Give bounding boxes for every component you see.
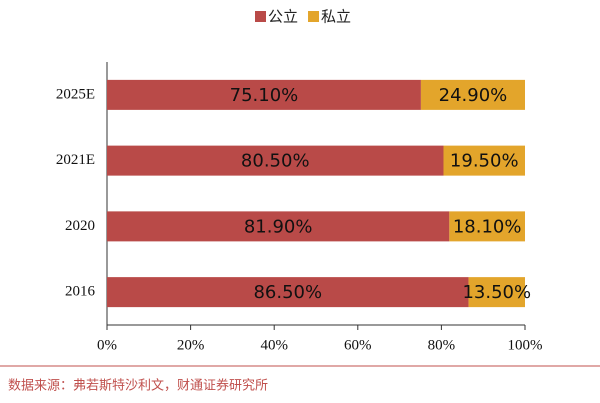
data-label: 86.50% <box>253 282 322 303</box>
data-label: 18.10% <box>453 216 522 237</box>
legend-swatch <box>308 11 320 22</box>
x-tick-label: 40% <box>260 337 288 353</box>
x-tick-label: 60% <box>344 337 372 353</box>
source: 数据来源：弗若斯特沙利文，财通证券研究所 <box>8 378 268 394</box>
x-tick-label: 0% <box>97 337 117 353</box>
x-tick-label: 20% <box>177 337 205 353</box>
x-tick-label: 80% <box>428 337 456 353</box>
data-label: 13.50% <box>462 282 531 303</box>
data-label: 19.50% <box>450 151 519 172</box>
y-tick-label: 2016 <box>65 284 96 300</box>
bar-segment <box>443 145 525 176</box>
y-tick-label: 2020 <box>65 218 95 234</box>
y-tick-label: 2025E <box>56 86 95 102</box>
bar-segment <box>107 211 450 242</box>
data-label: 75.10% <box>230 85 299 106</box>
bar-segment <box>107 277 469 308</box>
bar-segment <box>420 79 525 110</box>
bar-segment <box>468 277 525 308</box>
data-label: 80.50% <box>241 151 310 172</box>
bar-segment <box>107 145 444 176</box>
legend-label: 私立 <box>321 8 351 26</box>
x-tick-label: 100% <box>508 337 543 353</box>
y-tick-label: 2021E <box>56 152 95 168</box>
legend-swatch <box>255 11 266 22</box>
legend-label: 公立 <box>268 8 298 26</box>
bar-segment <box>107 79 421 110</box>
data-label: 24.90% <box>439 85 508 106</box>
data-label: 81.90% <box>244 216 313 237</box>
bar-segment <box>449 211 525 242</box>
